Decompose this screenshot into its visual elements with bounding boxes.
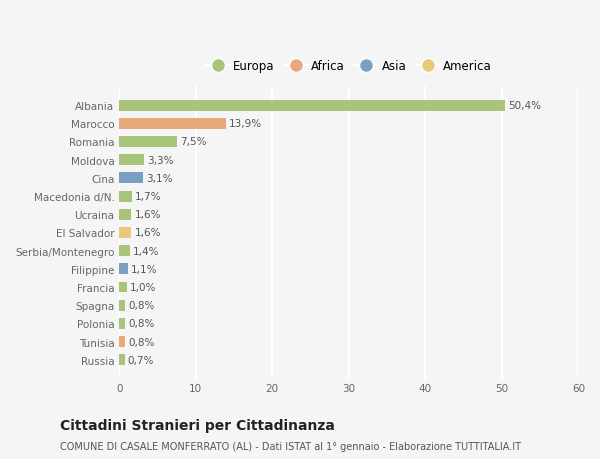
Bar [119, 318, 125, 329]
Text: COMUNE DI CASALE MONFERRATO (AL) - Dati ISTAT al 1° gennaio - Elaborazione TUTTI: COMUNE DI CASALE MONFERRATO (AL) - Dati … [60, 441, 521, 451]
Text: 13,9%: 13,9% [229, 119, 262, 129]
Bar [119, 354, 125, 365]
Bar [119, 264, 128, 274]
Bar [119, 336, 125, 347]
Text: 7,5%: 7,5% [179, 137, 206, 147]
Text: Cittadini Stranieri per Cittadinanza: Cittadini Stranieri per Cittadinanza [60, 418, 335, 431]
Text: 1,4%: 1,4% [133, 246, 160, 256]
Bar [119, 155, 145, 166]
Bar [119, 118, 226, 129]
Text: 1,6%: 1,6% [134, 228, 161, 238]
Text: 0,7%: 0,7% [128, 355, 154, 365]
Bar [119, 282, 127, 293]
Text: 3,3%: 3,3% [148, 155, 174, 165]
Text: 0,8%: 0,8% [128, 337, 155, 347]
Text: 1,7%: 1,7% [136, 192, 162, 202]
Bar [119, 246, 130, 257]
Text: 0,8%: 0,8% [128, 319, 155, 329]
Bar [119, 173, 143, 184]
Text: 0,8%: 0,8% [128, 301, 155, 311]
Bar [119, 191, 132, 202]
Text: 3,1%: 3,1% [146, 174, 173, 184]
Text: 1,6%: 1,6% [134, 210, 161, 220]
Text: 50,4%: 50,4% [508, 101, 541, 111]
Bar [119, 101, 505, 111]
Text: 1,1%: 1,1% [131, 264, 157, 274]
Legend: Europa, Africa, Asia, America: Europa, Africa, Asia, America [201, 55, 496, 78]
Bar [119, 228, 131, 238]
Bar [119, 300, 125, 311]
Text: 1,0%: 1,0% [130, 282, 157, 292]
Bar [119, 209, 131, 220]
Bar [119, 137, 176, 148]
